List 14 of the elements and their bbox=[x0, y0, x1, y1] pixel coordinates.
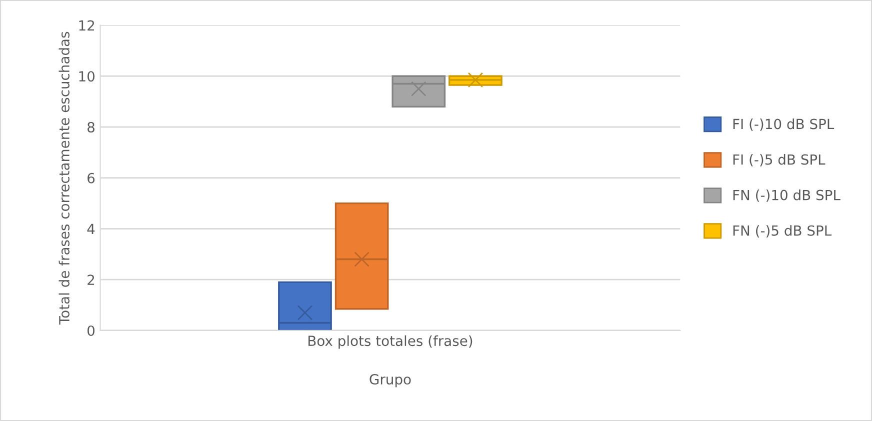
y-tick-label: 0 bbox=[88, 325, 94, 336]
y-tick-label: 10 bbox=[79, 71, 94, 82]
y-tick-label: 4 bbox=[87, 224, 95, 234]
x-axis-title: Grupo bbox=[370, 374, 411, 388]
legend-label: FN (-)5 dB SPL bbox=[733, 225, 832, 238]
y-axis-title: Total de frases correctamente escuchadas bbox=[58, 32, 70, 325]
y-tick-label: 12 bbox=[79, 20, 94, 31]
legend-label: FI (-)5 dB SPL bbox=[733, 154, 826, 166]
legend-label: FN (-)10 dB SPL bbox=[733, 190, 840, 202]
y-tick-label: 8 bbox=[88, 122, 94, 132]
x-tick-label: Box plots totales (frase) bbox=[308, 335, 472, 349]
y-tick-label: 6 bbox=[88, 172, 95, 184]
y-tick-label: 2 bbox=[88, 274, 94, 285]
legend-label: FI (-)10 dB SPL bbox=[733, 118, 834, 131]
